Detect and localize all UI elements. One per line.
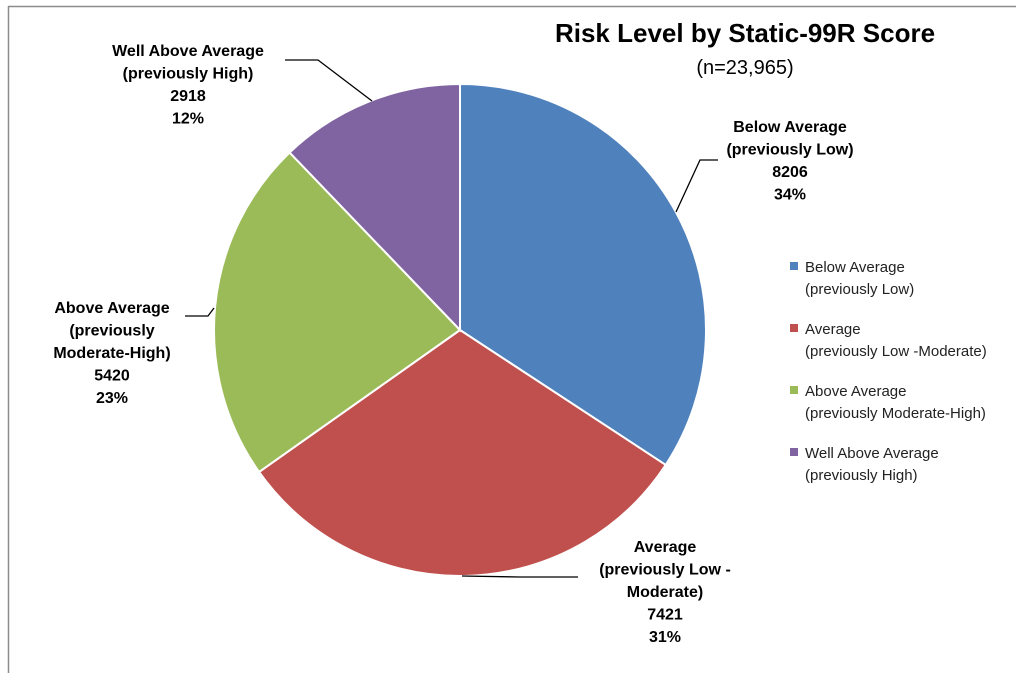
data-label-name-line: Moderate) [627,584,703,601]
data-label-percent: 34% [774,187,806,204]
legend-label-1: Below Average (previously Low) [805,259,914,298]
leader-line-2 [461,575,578,578]
data-label-name-line: Well Above Average [112,43,264,60]
leader-line-3 [185,307,215,317]
legend-label-3: Above Average (previously Moderate-High) [805,383,986,422]
legend-swatch-4 [790,448,798,456]
legend-label-line: Well Above Average [805,445,939,462]
slices-group [213,82,707,577]
data-label-name-line: (previously High) [123,66,254,83]
data-label-name-line: (previously Low - [599,562,731,579]
data-label-percent: 31% [649,629,681,646]
leader-line-1 [675,159,718,213]
legend-swatch-1 [790,262,798,270]
data-label-3: Above Average (previously Moderate-High) 54… [53,300,170,407]
legend-swatch-3 [790,386,798,394]
data-label-value: 5420 [94,368,130,385]
legend-label-line: (previously Low -Moderate) [805,343,987,360]
data-label-value: 8206 [772,164,808,181]
data-label-name-line: (previously [69,323,154,340]
data-label-name-line: (previously Low) [726,142,853,159]
pie-slice-3 [213,151,462,474]
leader-line-4 [285,59,373,102]
chart-title: Risk Level by Static-99R Score [555,18,935,48]
data-label-name-line: Below Average [733,119,847,136]
data-label-4: Well Above Average (previously High) 2918 1… [112,43,264,128]
data-labels: Below Average (previously Low) 8206 34% Aver… [53,43,853,646]
leader-lines [185,59,718,578]
legend-label-line: (previously Moderate-High) [805,405,986,422]
data-label-2: Average (previously Low - Moderate) 7421 31% [599,539,731,646]
data-label-name-line: Moderate-High) [53,345,170,362]
legend-label-line: Below Average [805,259,905,276]
data-label-name-line: Above Average [54,300,169,317]
data-label-value: 7421 [647,607,683,624]
legend-swatch-2 [790,324,798,332]
data-label-percent: 12% [172,111,204,128]
legend-label-2: Average (previously Low -Moderate) [805,321,987,360]
data-label-1: Below Average (previously Low) 8206 34% [726,119,853,204]
legend-label-line: Above Average [805,383,906,400]
legend: Below Average (previously Low) Average (pre… [790,259,987,484]
legend-label-line: Average [805,321,861,338]
pie-slice-4 [288,82,461,333]
data-label-percent: 23% [96,390,128,407]
data-label-value: 2918 [170,88,206,105]
chart-subtitle: (n=23,965) [696,57,793,79]
data-label-name-line: Average [634,539,697,556]
legend-label-line: (previously High) [805,467,918,484]
legend-label-line: (previously Low) [805,281,914,298]
legend-label-4: Well Above Average (previously High) [805,445,939,484]
